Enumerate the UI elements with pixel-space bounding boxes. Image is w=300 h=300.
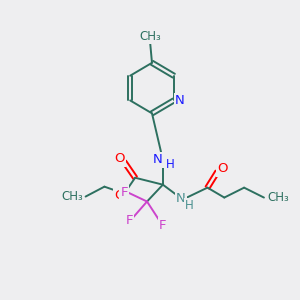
Text: N: N [153, 153, 163, 167]
Text: N: N [175, 94, 184, 107]
Text: F: F [121, 186, 128, 199]
Text: O: O [217, 162, 228, 175]
Text: CH₃: CH₃ [139, 30, 161, 43]
Text: F: F [125, 214, 133, 227]
Text: H: H [185, 199, 194, 212]
Text: O: O [114, 189, 124, 202]
Text: H: H [165, 158, 174, 171]
Text: O: O [114, 152, 124, 165]
Text: F: F [159, 219, 166, 232]
Text: CH₃: CH₃ [267, 191, 289, 204]
Text: CH₃: CH₃ [61, 190, 82, 203]
Text: N: N [176, 192, 186, 205]
